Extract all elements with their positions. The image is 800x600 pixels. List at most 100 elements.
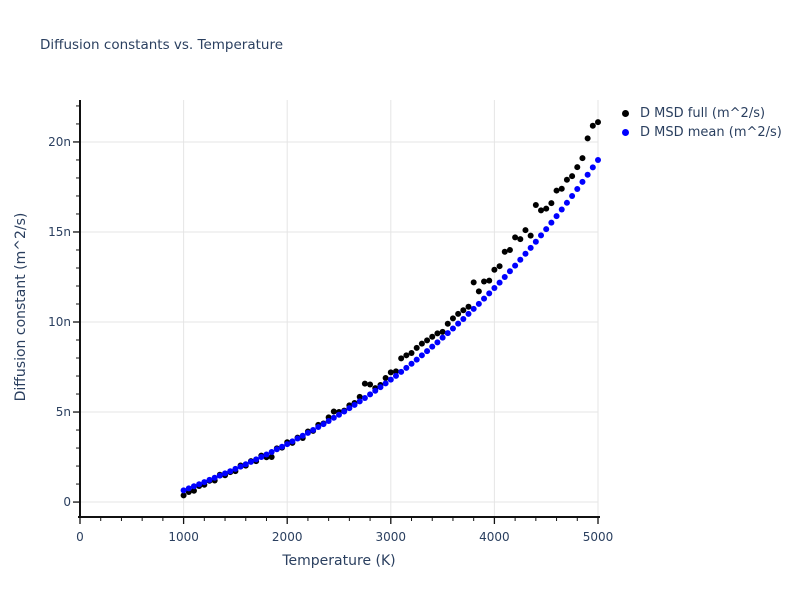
data-point [294,435,301,442]
data-point [491,284,498,291]
data-point [522,227,529,234]
data-point [289,438,296,445]
data-point [584,135,591,142]
data-point [413,356,420,363]
y-axis-title: Diffusion constant (m^2/s) [13,212,29,402]
data-point [196,481,203,488]
data-point [501,248,508,255]
data-point [387,376,394,383]
data-point [491,266,498,273]
data-point [517,236,524,243]
data-point [413,344,420,351]
data-point [222,470,229,477]
x-tick-label: 5000 [583,530,614,544]
data-point [444,320,451,327]
data-point [439,334,446,341]
data-point [558,185,565,192]
data-point [247,458,254,465]
data-point [595,156,601,163]
data-point [346,405,353,412]
data-point [387,369,394,376]
data-point [330,408,337,415]
data-point [527,232,534,239]
data-point [211,474,218,481]
data-point [367,391,374,398]
data-point [263,451,270,458]
legend: D MSD full (m^2/s) D MSD mean (m^2/s) [618,104,782,142]
data-point [517,256,524,263]
data-point [512,234,519,241]
data-point [310,427,317,434]
data-point [227,468,234,475]
data-point [351,401,358,408]
legend-marker-d-msd-full [622,110,629,117]
data-point [538,232,545,239]
data-point [418,340,425,347]
data-point [522,250,529,257]
legend-label-d-msd-mean: D MSD mean (m^2/s) [640,125,782,140]
data-point [232,465,239,472]
data-point [496,279,503,286]
legend-marker-d-msd-mean [622,129,629,136]
series-d-msd-mean-m-2-s [180,156,601,494]
data-point [273,446,280,453]
data-point [579,155,586,162]
data-point [367,381,374,388]
data-point [237,463,244,470]
data-point [253,456,260,463]
data-point [377,384,384,391]
data-point [496,263,503,270]
data-point [449,315,456,322]
data-point [356,398,363,405]
data-point [372,387,379,394]
data-point [486,277,493,284]
data-point [532,238,539,245]
data-point [320,421,327,428]
legend-item-d-msd-full[interactable]: D MSD full (m^2/s) [618,104,782,123]
data-point [460,307,467,314]
y-tick-label: 0 [63,495,71,509]
data-point [569,173,576,180]
data-point [595,119,601,126]
x-tick-label: 0 [76,530,84,544]
y-tick-label: 5n [56,405,71,419]
data-point [382,380,389,387]
data-point [408,360,415,367]
x-tick-labels: 0 1000 2000 3000 4000 5000 [76,530,613,544]
data-point [429,333,436,340]
data-point [449,325,456,332]
data-point [356,393,363,400]
data-point [569,192,576,199]
data-point [589,164,596,171]
data-point [501,273,508,280]
data-point [553,187,560,194]
data-point [434,330,441,337]
data-point [268,449,275,456]
tick-marks [73,105,599,524]
legend-item-d-msd-mean[interactable]: D MSD mean (m^2/s) [618,123,782,142]
data-point [548,200,555,207]
gridlines [80,100,599,517]
data-point [475,300,482,307]
data-point [403,352,410,359]
data-point [553,213,560,220]
legend-label-d-msd-full: D MSD full (m^2/s) [640,106,766,121]
data-point [543,205,550,212]
data-point [336,411,342,418]
y-tick-label: 15n [48,225,71,239]
data-point [361,380,368,387]
data-point [543,226,550,233]
x-tick-label: 1000 [168,530,199,544]
y-tick-labels: 0 5n 10n 15n 20n [48,135,71,509]
data-point [284,441,291,448]
data-point [538,207,545,214]
data-point [470,279,477,286]
data-point [460,315,467,322]
data-point [392,368,399,375]
data-point [341,408,348,415]
x-axis-title: Temperature (K) [282,553,396,569]
data-point [403,364,410,371]
data-point [180,487,187,494]
